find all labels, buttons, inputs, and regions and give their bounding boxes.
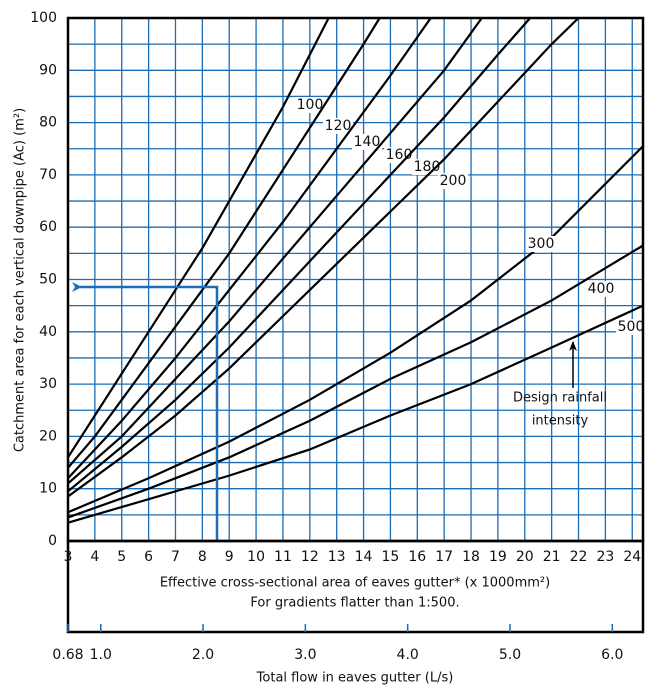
curve [67,17,580,498]
x2-axis-title: Total flow in eaves gutter (L/s) [256,671,454,686]
curve [67,304,644,524]
x-tick-label: 22 [570,549,588,565]
y-tick-label: 30 [39,376,57,392]
x2-tick-label: 2.0 [192,647,214,663]
curve-label: 120 [325,118,352,134]
y-tick-label: 50 [39,272,57,288]
curve-label-bg [586,281,616,297]
x2-tick-label: 4.0 [397,647,419,663]
curve [67,17,330,458]
x-tick-label: 4 [90,549,99,565]
y-tick-label: 100 [30,10,57,26]
x-tick-label: 17 [435,549,453,565]
x-tick-label: 12 [301,549,319,565]
x2-tick-label: 6.0 [601,647,623,663]
example-arrow [72,282,219,541]
x2-tick-label: 1.0 [90,647,112,663]
x-tick-label: 14 [355,549,373,565]
x2-tick-label: 3.0 [294,647,316,663]
curve-label: 300 [528,236,555,252]
x-axis-title: Effective cross-sectional area of eaves … [160,576,550,591]
x-tick-label: 5 [117,549,126,565]
axis-box [66,539,645,634]
x-tick-label: 24 [623,549,641,565]
curve-label-bg [438,173,468,189]
x-tick-label: 6 [144,549,153,565]
y-tick-label: 0 [48,533,57,549]
curve-label: 500 [618,319,645,335]
x-tick-label: 9 [225,549,234,565]
x-tick-label: 7 [171,549,180,565]
x2-tick-label: 0.68 [52,647,83,663]
curve [67,17,531,493]
curve-label: 400 [588,281,615,297]
curve-label: 180 [414,159,441,175]
x-tick-label: 19 [489,549,507,565]
curve-label: 200 [440,173,467,189]
annotation: intensity [532,414,589,429]
curve [67,244,644,519]
curve [67,17,381,469]
y-tick-label: 70 [39,167,57,183]
y-tick-label: 60 [39,219,57,235]
x-tick-label: 23 [596,549,614,565]
x-tick-label: 13 [328,549,346,565]
x-tick-label: 15 [382,549,400,565]
y-tick-label: 20 [39,428,57,444]
curve [67,17,483,485]
annotation: Design rainfall [513,391,607,406]
x-tick-label: 11 [274,549,292,565]
curve-label-bg [323,118,353,134]
x-tick-label: 8 [198,549,207,565]
y-tick-label: 40 [39,324,57,340]
x2-tick-label: 5.0 [499,647,521,663]
y-tick-label: 90 [39,62,57,78]
x-axis-note: For gradients flatter than 1:500. [250,596,459,611]
curve-label-bg [412,159,442,175]
curve-label: 100 [297,97,324,113]
y-tick-label: 80 [39,115,57,131]
x-tick-label: 16 [408,549,426,565]
curve [67,17,432,479]
curve-label-bg [352,134,382,150]
y-tick-label: 10 [39,481,57,497]
x-tick-label: 20 [516,549,534,565]
x-tick-label: 21 [543,549,561,565]
curve-label-bg [526,236,556,252]
x-tick-label: 18 [462,549,480,565]
curve-label-bg [616,319,646,335]
x-tick-label: 10 [247,549,265,565]
x-tick-label: 3 [64,549,73,565]
y-axis-title: Catchment area for each vertical downpip… [13,108,28,452]
curve-label-bg [295,97,325,113]
curve-label: 140 [354,134,381,150]
